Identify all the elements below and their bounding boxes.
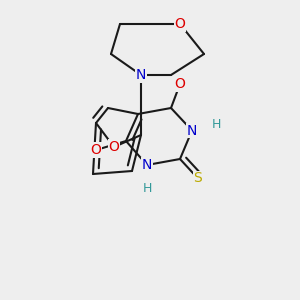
Text: N: N	[187, 124, 197, 137]
Text: S: S	[194, 172, 202, 185]
Text: N: N	[142, 158, 152, 172]
Text: O: O	[109, 140, 119, 154]
Text: H: H	[211, 118, 221, 131]
Text: H: H	[142, 182, 152, 196]
Text: O: O	[91, 143, 101, 157]
Text: O: O	[175, 17, 185, 31]
Text: O: O	[175, 77, 185, 91]
Text: N: N	[136, 68, 146, 82]
